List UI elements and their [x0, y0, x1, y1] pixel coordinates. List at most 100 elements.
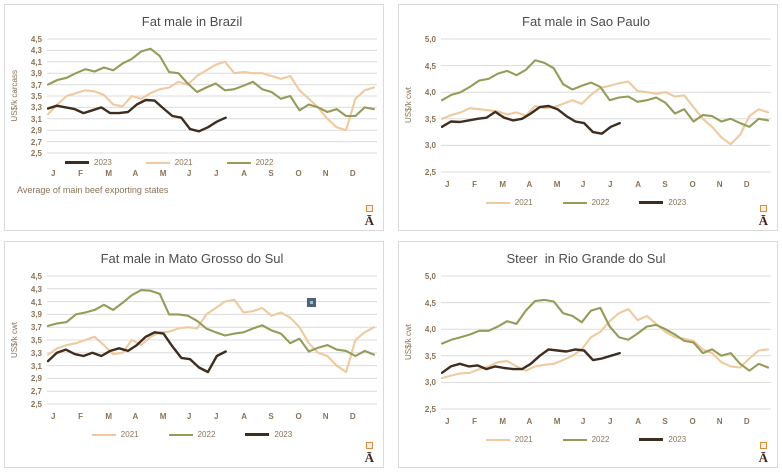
legend-label: 2021 — [514, 198, 533, 207]
x-tick-label: M — [553, 180, 561, 189]
logo-watermark: Ā — [365, 442, 374, 464]
legend-swatch-2021 — [91, 433, 116, 436]
y-tick-label: 3,1 — [30, 361, 42, 371]
logo-watermark: Ā — [365, 205, 374, 227]
y-tick-label: 2,9 — [30, 374, 42, 384]
x-tick-label: A — [526, 417, 533, 426]
legend-label: 2023 — [274, 430, 293, 439]
x-tick-label: J — [186, 169, 192, 178]
x-tick-label: M — [105, 169, 113, 178]
y-tick-label: 3,5 — [30, 92, 42, 101]
series-line-2023 — [441, 348, 621, 375]
chart-title: Fat male in Mato Grosso do Sul — [100, 251, 284, 266]
chart-panel-sao-paulo: Fat male in Sao Paulo US$/k cwt 5,0 4,5 4,… — [398, 4, 778, 231]
chart-title: Fat male in Brazil — [141, 14, 243, 29]
x-tick-label: J — [580, 417, 586, 426]
chart-legend: 2021 2022 2023 — [401, 435, 771, 444]
y-tick-label: 4,0 — [424, 88, 436, 98]
y-axis-label: US$/k cwt — [403, 87, 413, 124]
y-tick-label: 3,9 — [30, 69, 42, 79]
series-line-2023 — [47, 98, 227, 133]
x-tick-label: J — [608, 417, 613, 426]
y-tick-label: 4,1 — [30, 297, 42, 307]
plot-row: US$/k cwt 5,0 4,5 4,0 3,5 3,0 2,5 — [401, 272, 771, 414]
logo-square-icon — [759, 442, 767, 449]
plot-row: US$/k carcass 4,5 4,3 4,1 3,9 3,7 3,5 3,3 3,1 2,… — [7, 35, 377, 158]
x-tick-label: O — [295, 169, 302, 178]
legend-label: 2023 — [94, 158, 112, 167]
chart-title: Steer in Rio Grande do Sul — [506, 251, 666, 266]
x-tick-label: F — [78, 412, 84, 421]
legend-item-2023: 2023 — [639, 198, 686, 207]
logo-square-icon — [759, 205, 767, 212]
legend-item-2021: 2021 — [145, 158, 193, 167]
x-tick-label: D — [743, 180, 750, 189]
chart-canvas — [441, 275, 771, 410]
x-tick-label: A — [526, 180, 533, 189]
legend-item-2021: 2021 — [91, 430, 139, 439]
x-tick-label: J — [51, 169, 56, 178]
legend-swatch-2022 — [562, 438, 587, 441]
legend-label: 2021 — [514, 435, 533, 444]
x-tick-label: F — [78, 169, 84, 178]
y-tick-label: 5,0 — [424, 35, 436, 44]
x-tick-label: N — [716, 180, 723, 189]
y-tick-label: 4,5 — [424, 61, 436, 71]
x-tick-label: J — [51, 412, 56, 421]
chart-legend: 2021 2022 2023 — [401, 198, 771, 207]
logo-letter: Ā — [758, 450, 768, 465]
y-tick-label: 3,0 — [424, 141, 436, 151]
x-tick-label: D — [743, 417, 750, 426]
legend-label: 2021 — [120, 430, 139, 439]
y-tick-label: 3,0 — [424, 378, 436, 388]
y-axis-ticks: 4,5 4,3 4,1 3,9 3,7 3,5 3,3 3,1 2,9 2,7 2,5 — [21, 35, 47, 158]
chart-canvas — [47, 38, 377, 154]
chart-canvas — [47, 275, 377, 405]
legend-swatch-2023 — [639, 201, 664, 204]
chart-panel-rio-grande: Steer in Rio Grande do Sul US$/k cwt 5,0… — [398, 241, 778, 468]
x-tick-label: J — [608, 180, 613, 189]
legend-item-2023: 2023 — [639, 435, 686, 444]
y-tick-label: 3,5 — [30, 336, 42, 345]
x-tick-label: S — [268, 412, 274, 421]
y-tick-label: 2,9 — [30, 126, 42, 136]
legend-item-2023: 2023 — [245, 430, 292, 439]
legend-item-2021: 2021 — [485, 198, 533, 207]
stray-selection-marker-dot — [310, 300, 313, 304]
chart-footnote: Average of main beef exporting states — [17, 185, 169, 195]
y-tick-label: 3,3 — [30, 348, 42, 358]
y-tick-label: 4,3 — [30, 46, 42, 56]
legend-label: 2021 — [174, 158, 193, 167]
chart-panel-mato-grosso: Fat male in Mato Grosso do Sul US$/k cwt… — [4, 241, 384, 468]
legend-swatch-2021 — [485, 438, 510, 441]
y-tick-label: 3,7 — [30, 80, 42, 90]
series-line-2023 — [441, 104, 621, 135]
x-tick-label: J — [445, 180, 450, 189]
legend-label: 2022 — [197, 430, 216, 439]
y-tick-label: 4,5 — [30, 272, 42, 281]
x-tick-label: J — [214, 412, 219, 421]
x-tick-label: N — [716, 417, 723, 426]
legend-label: 2022 — [591, 198, 610, 207]
legend-item-2022: 2022 — [168, 430, 216, 439]
legend-swatch-2023 — [639, 438, 664, 441]
y-tick-label: 2,7 — [30, 387, 42, 397]
plot-area — [47, 38, 377, 154]
y-axis-ticks: 4,5 4,3 4,1 3,9 3,7 3,5 3,3 3,1 2,9 2,7 2,5 — [21, 272, 47, 409]
plot-row: US$/k cwt 4,5 4,3 4,1 3,9 3,7 3,5 3,3 3,1 2,9 2,7… — [7, 272, 377, 409]
series-line-2023 — [47, 331, 227, 374]
y-tick-label: 3,5 — [424, 114, 436, 124]
x-tick-label: M — [159, 169, 167, 178]
logo-letter: Ā — [758, 213, 768, 228]
logo-square-icon — [365, 205, 373, 212]
legend-label: 2023 — [668, 435, 687, 444]
y-tick-label: 4,1 — [30, 57, 42, 67]
y-axis-label: US$/k carcass — [9, 70, 19, 122]
logo-square-icon — [365, 442, 373, 449]
series-line-2022 — [441, 298, 770, 372]
x-tick-label: S — [662, 180, 668, 189]
